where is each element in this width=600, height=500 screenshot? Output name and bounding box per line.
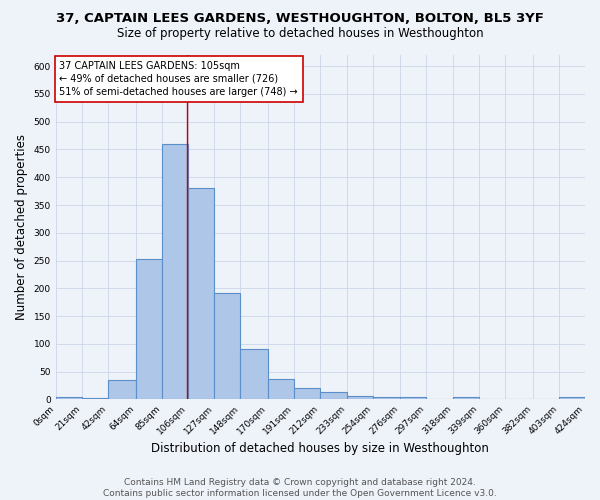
Text: 37, CAPTAIN LEES GARDENS, WESTHOUGHTON, BOLTON, BL5 3YF: 37, CAPTAIN LEES GARDENS, WESTHOUGHTON, … [56,12,544,26]
X-axis label: Distribution of detached houses by size in Westhoughton: Distribution of detached houses by size … [151,442,489,455]
Bar [320,392,347,400]
Y-axis label: Number of detached properties: Number of detached properties [15,134,28,320]
Bar [188,188,214,400]
Bar [108,380,136,400]
Text: Size of property relative to detached houses in Westhoughton: Size of property relative to detached ho… [116,28,484,40]
Bar [214,294,241,400]
Text: 37 CAPTAIN LEES GARDENS: 105sqm
← 49% of detached houses are smaller (726)
51% o: 37 CAPTAIN LEES GARDENS: 105sqm ← 49% of… [59,60,298,97]
Bar [268,379,294,400]
Bar [347,396,373,400]
Bar [162,144,188,400]
Bar [294,388,320,400]
Bar [241,349,268,400]
Bar [373,398,400,400]
Bar [136,259,162,400]
Bar [56,398,82,400]
Bar [82,398,108,400]
Bar [559,398,585,400]
Text: Contains HM Land Registry data © Crown copyright and database right 2024.
Contai: Contains HM Land Registry data © Crown c… [103,478,497,498]
Bar [452,396,479,400]
Bar [400,398,427,400]
